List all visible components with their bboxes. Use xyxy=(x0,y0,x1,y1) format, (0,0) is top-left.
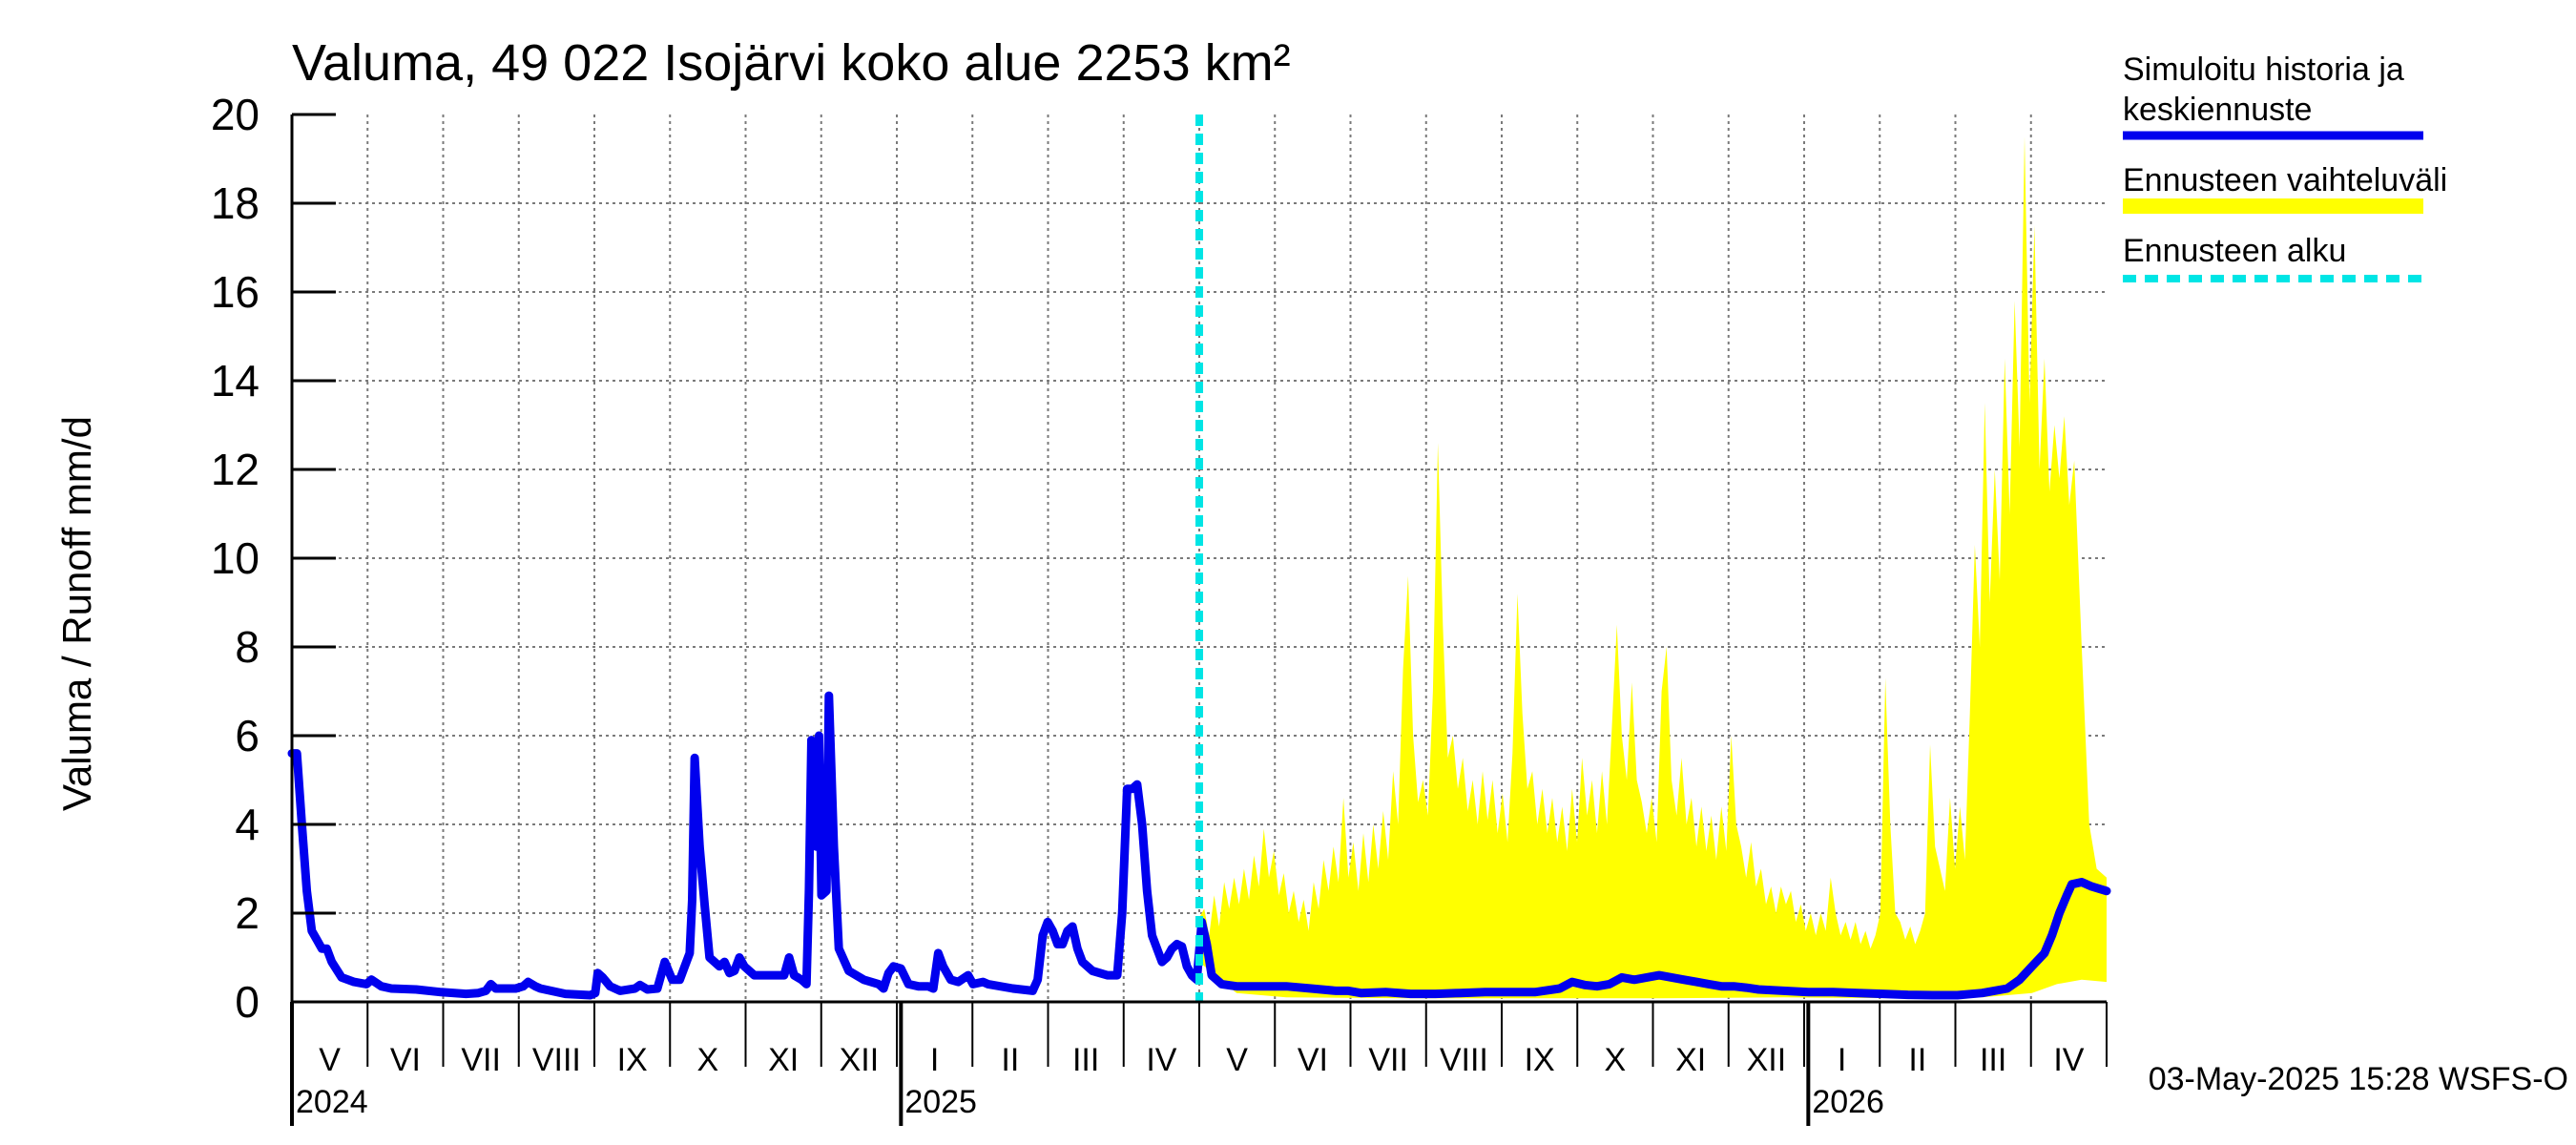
month-label: VI xyxy=(390,1042,421,1078)
simulated-runoff-line xyxy=(287,691,2111,1000)
forecast-range-band xyxy=(1199,136,2107,999)
month-label: V xyxy=(1226,1042,1248,1078)
month-label: VI xyxy=(1298,1042,1328,1078)
month-label: VII xyxy=(1368,1042,1408,1078)
month-label: IV xyxy=(2053,1042,2084,1078)
chart-title: Valuma, 49 022 Isojärvi koko alue 2253 k… xyxy=(292,34,1291,92)
month-label: III xyxy=(1072,1042,1099,1078)
legend-label: Ennusteen alku xyxy=(2123,233,2346,269)
timestamp-footer: 03-May-2025 15:28 WSFS-O xyxy=(2149,1061,2568,1097)
year-label: 2025 xyxy=(904,1084,977,1120)
month-label: II xyxy=(1908,1042,1926,1078)
month-label: X xyxy=(1605,1042,1627,1078)
y-tick-label: 12 xyxy=(211,445,260,494)
y-tick-label: 4 xyxy=(235,800,260,849)
grid xyxy=(292,114,2107,1002)
month-label: XII xyxy=(1747,1042,1787,1078)
month-label: IX xyxy=(617,1042,648,1078)
month-label: XI xyxy=(1675,1042,1706,1078)
month-label: I xyxy=(1838,1042,1846,1078)
y-tick-label: 20 xyxy=(211,90,260,139)
month-label: VII xyxy=(461,1042,501,1078)
y-tick-label: 14 xyxy=(211,356,260,406)
runoff-series xyxy=(287,691,2111,1000)
y-tick-label: 18 xyxy=(211,178,260,228)
y-tick-label: 6 xyxy=(235,711,260,760)
month-label: I xyxy=(930,1042,939,1078)
month-label: V xyxy=(319,1042,341,1078)
year-label: 2024 xyxy=(296,1084,368,1120)
month-label: X xyxy=(697,1042,719,1078)
month-label: III xyxy=(1980,1042,2006,1078)
legend-label: Simuloitu historia ja xyxy=(2123,52,2404,88)
forecast-range-area xyxy=(1199,136,2107,999)
y-tick-label: 8 xyxy=(235,622,260,672)
month-label: IX xyxy=(1525,1042,1555,1078)
y-tick-label: 10 xyxy=(211,533,260,583)
y-tick-label: 2 xyxy=(235,888,260,938)
year-label: 2026 xyxy=(1812,1084,1884,1120)
y-tick-label: 16 xyxy=(211,267,260,317)
legend-label: Ennusteen vaihteluväli xyxy=(2123,162,2447,198)
legend: Simuloitu historia ja keskiennuste Ennuste… xyxy=(2123,52,2447,282)
month-label: XII xyxy=(840,1042,880,1078)
month-label: VIII xyxy=(532,1042,581,1078)
month-label: IV xyxy=(1146,1042,1176,1078)
month-label: XI xyxy=(768,1042,799,1078)
legend-label: keskiennuste xyxy=(2123,92,2312,128)
y-axis-label: Valuma / Runoff mm/d xyxy=(54,416,99,811)
y-tick-label: 0 xyxy=(235,977,260,1027)
month-label: II xyxy=(1001,1042,1019,1078)
month-label: VIII xyxy=(1440,1042,1488,1078)
